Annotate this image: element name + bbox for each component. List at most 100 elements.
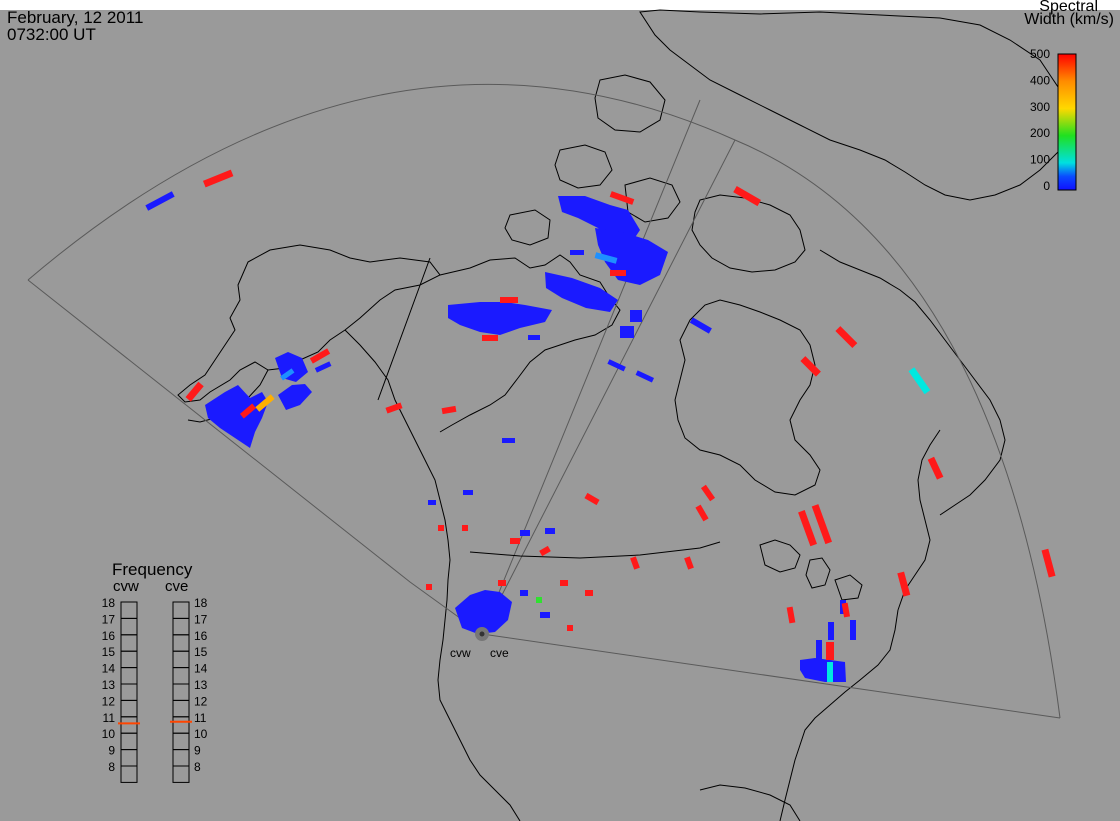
frequency-left-label: cvw xyxy=(113,578,139,595)
cell xyxy=(441,405,457,415)
coastline-baffin xyxy=(691,194,806,273)
coastlines xyxy=(177,9,1071,821)
cell xyxy=(733,186,761,207)
political-boundaries xyxy=(377,257,721,559)
fov-east-edge xyxy=(481,633,1061,719)
coastline-northwest xyxy=(439,254,621,433)
cell xyxy=(816,640,822,660)
cell xyxy=(908,367,931,395)
cell xyxy=(520,590,528,596)
cell xyxy=(607,359,626,372)
cell xyxy=(540,612,550,618)
colorbar-title-line1: Spectral xyxy=(1039,0,1098,15)
cell xyxy=(185,381,204,402)
scatter-patch-arctic-3 xyxy=(545,272,618,312)
cell xyxy=(798,510,817,547)
cell xyxy=(498,580,506,586)
radar-cells-red xyxy=(185,169,1056,660)
cell xyxy=(786,606,796,624)
cell xyxy=(482,335,498,341)
cell xyxy=(314,361,332,373)
cell xyxy=(255,394,275,412)
cell xyxy=(700,484,716,502)
cell xyxy=(635,370,655,383)
coastline-arctic-island-2 xyxy=(554,144,613,189)
station-label-cve: cve xyxy=(490,646,509,660)
scatter-patch-near-radar xyxy=(455,590,512,634)
boundary-alaska-canada xyxy=(377,257,431,401)
cell xyxy=(500,297,518,303)
cell xyxy=(695,504,709,522)
radar-cells-blue xyxy=(145,191,856,682)
cell xyxy=(502,438,515,443)
coastline-st-lawrence xyxy=(897,429,941,611)
cell xyxy=(545,528,555,534)
cell xyxy=(897,571,911,597)
cell xyxy=(309,348,331,364)
frequency-right-label: cve xyxy=(165,578,189,595)
time-label: 0732:00 UT xyxy=(7,25,96,44)
cell xyxy=(684,556,694,570)
fov-west-edge xyxy=(27,279,483,635)
cell xyxy=(609,191,635,205)
cell xyxy=(610,270,626,276)
cell xyxy=(811,504,833,545)
colorbar-title-line2: Width (km/s) xyxy=(1024,11,1114,28)
cell xyxy=(585,590,593,596)
scatter-patch-great-lakes xyxy=(800,658,846,682)
coastline-gulf xyxy=(699,784,801,821)
cell xyxy=(426,584,432,590)
cell xyxy=(630,310,642,322)
cell xyxy=(584,492,600,506)
cell xyxy=(385,402,403,414)
coastline-arctic-island-1 xyxy=(594,74,666,133)
cell xyxy=(841,602,850,618)
coastline-atlantic xyxy=(779,609,899,821)
cell xyxy=(539,545,551,557)
cell xyxy=(850,620,856,640)
cell xyxy=(536,597,542,603)
cell xyxy=(835,326,858,349)
cell xyxy=(630,556,640,570)
coastline-arctic-island-4 xyxy=(624,177,681,223)
coastline-greenland xyxy=(639,9,1071,201)
scatter-patch-alaska xyxy=(205,385,268,448)
fov-inner-beam-1 xyxy=(481,139,736,635)
cell xyxy=(567,625,573,631)
coastline-alaska xyxy=(177,244,441,403)
scatter-patch-central xyxy=(448,302,552,335)
cell xyxy=(828,622,834,640)
cell xyxy=(1041,548,1056,578)
station-label-cvw: cvw xyxy=(450,646,471,660)
date-label: February, 12 2011 xyxy=(7,8,144,27)
boundary-canada-usa xyxy=(469,541,721,559)
cell xyxy=(462,525,468,531)
cell xyxy=(620,326,634,338)
cell xyxy=(428,500,436,505)
coastline-labrador xyxy=(819,249,1006,516)
coastline-hudson-bay xyxy=(674,299,821,496)
cell xyxy=(927,456,944,480)
cell xyxy=(280,368,295,381)
cell xyxy=(145,191,175,211)
cell xyxy=(438,525,444,531)
scatter-patch-alaska-2 xyxy=(275,352,312,410)
cell xyxy=(570,250,584,255)
cell xyxy=(239,403,257,419)
cell xyxy=(520,530,530,536)
cell xyxy=(202,169,234,188)
fov-inner-beam-2 xyxy=(481,99,701,635)
top-margin-strip xyxy=(0,0,1120,10)
coastline-pacific xyxy=(344,329,521,821)
cell xyxy=(689,317,712,334)
cell xyxy=(594,252,618,264)
coastline-arctic-island-3 xyxy=(504,209,551,246)
fov-outer-arc xyxy=(27,83,1061,719)
cell xyxy=(827,662,833,682)
cell xyxy=(510,538,520,544)
frequency-title: Frequency xyxy=(112,560,193,579)
coastline-great-lakes xyxy=(759,539,863,601)
radar-site-dot xyxy=(479,631,485,637)
cell xyxy=(463,490,473,495)
